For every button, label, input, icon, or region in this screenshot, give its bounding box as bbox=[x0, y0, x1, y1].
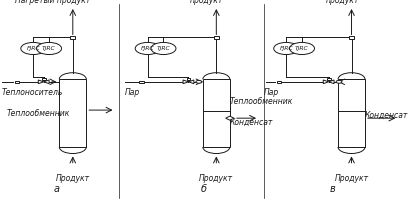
Text: б: б bbox=[201, 184, 207, 194]
Text: FJRC: FJRC bbox=[27, 46, 40, 51]
Polygon shape bbox=[226, 116, 234, 120]
Bar bbox=[186, 78, 191, 80]
Text: FJRC: FJRC bbox=[280, 46, 293, 51]
Bar bbox=[349, 36, 354, 39]
Circle shape bbox=[274, 42, 299, 55]
Bar bbox=[70, 36, 75, 39]
Bar bbox=[15, 81, 19, 83]
Circle shape bbox=[151, 42, 176, 55]
Text: Продукт: Продукт bbox=[199, 174, 233, 183]
Text: в: в bbox=[330, 184, 336, 194]
Bar bbox=[139, 81, 144, 83]
Bar bbox=[42, 78, 46, 80]
Text: TJRC: TJRC bbox=[156, 46, 171, 51]
Circle shape bbox=[196, 80, 202, 83]
Text: Продукт: Продукт bbox=[334, 174, 369, 183]
Text: FJRC: FJRC bbox=[141, 46, 154, 51]
Text: Пар: Пар bbox=[264, 88, 280, 97]
Text: Продукт: Продукт bbox=[56, 174, 90, 183]
Polygon shape bbox=[323, 80, 329, 84]
Bar bbox=[327, 78, 331, 80]
Circle shape bbox=[135, 42, 160, 55]
Text: Конденсат: Конденсат bbox=[365, 111, 409, 120]
Bar bbox=[277, 81, 281, 83]
Bar bbox=[59, 79, 87, 147]
Text: а: а bbox=[53, 184, 59, 194]
Polygon shape bbox=[183, 80, 188, 84]
Text: Теплообменник: Теплообменник bbox=[230, 97, 293, 105]
Bar bbox=[214, 36, 219, 39]
Polygon shape bbox=[329, 80, 334, 84]
Text: Нагретый
продукт: Нагретый продукт bbox=[187, 0, 226, 5]
Bar bbox=[338, 79, 365, 147]
Bar bbox=[203, 79, 230, 147]
Text: Теплообменник: Теплообменник bbox=[6, 109, 69, 118]
Text: TJRC: TJRC bbox=[295, 46, 309, 51]
Text: TJRC: TJRC bbox=[42, 46, 56, 51]
Circle shape bbox=[37, 42, 62, 55]
Text: Нагретый
продукт: Нагретый продукт bbox=[322, 0, 362, 5]
Text: Нагретый продукт: Нагретый продукт bbox=[15, 0, 90, 5]
Circle shape bbox=[21, 42, 46, 55]
Circle shape bbox=[336, 80, 342, 83]
Polygon shape bbox=[188, 80, 194, 84]
Polygon shape bbox=[44, 80, 49, 84]
Polygon shape bbox=[38, 80, 44, 84]
Circle shape bbox=[290, 42, 314, 55]
Text: Теплоноситель: Теплоноситель bbox=[1, 88, 63, 97]
Text: Пар: Пар bbox=[125, 88, 140, 97]
Text: Конденсат: Конденсат bbox=[230, 118, 273, 127]
